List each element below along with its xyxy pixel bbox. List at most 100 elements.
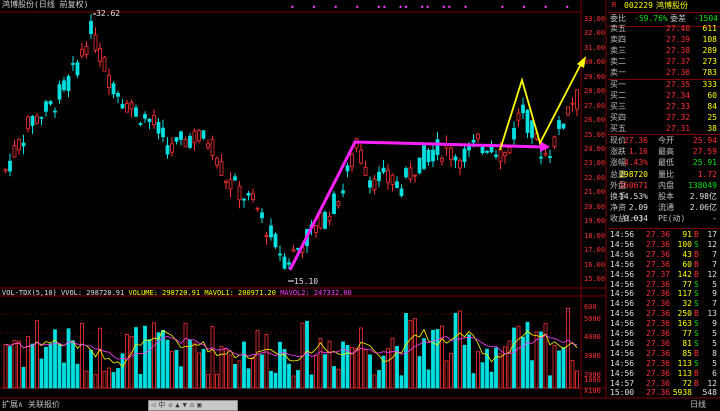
candle: [453, 154, 458, 169]
tick-side: S: [694, 338, 699, 348]
stat-value: 160671: [619, 180, 648, 190]
tick-side: S: [694, 279, 699, 289]
ask-row[interactable]: 卖五 27.40 611: [608, 24, 720, 35]
tick-row[interactable]: 14:56 27.36 85 B 8: [608, 349, 720, 359]
volume-bar: [570, 360, 575, 389]
bid-row[interactable]: 买二 27.34 60: [608, 91, 720, 102]
volume-bar: [170, 351, 174, 389]
tick-price: 27.36: [646, 289, 671, 299]
tick-row[interactable]: 14:56 27.36 32 S 7: [608, 299, 720, 309]
volume-bar: [386, 348, 390, 389]
volume-bar: [354, 347, 359, 389]
bid-label: 买四: [610, 113, 626, 122]
expand-button[interactable]: 扩展∧: [2, 400, 23, 409]
volume-bar: [395, 346, 399, 389]
candle: [530, 120, 534, 145]
bid-row[interactable]: 买四 27.32 25: [608, 113, 720, 124]
high-price-label: 32.62: [96, 9, 121, 18]
volume-bar: [206, 374, 210, 389]
tick-volume: 117: [677, 289, 692, 299]
ask-row[interactable]: 卖一 27.36 783: [608, 68, 720, 79]
tick-row[interactable]: 14:56 27.36 113 B 6: [608, 369, 720, 379]
candle: [458, 158, 462, 176]
candle: [80, 42, 84, 59]
volume-indicator-header: VOL-TDX(5,10) VVOL: 298720.91 VOLUME: 29…: [2, 290, 352, 297]
price-axis-tick: 27.00: [584, 101, 606, 110]
tick-row[interactable]: 14:56 27.36 60 B 7: [608, 260, 720, 270]
stat-label: 最低: [658, 158, 674, 168]
volume-bar: [80, 322, 84, 389]
candle: [152, 109, 156, 129]
tick-row[interactable]: 15:00 27.36 5938 548: [608, 388, 720, 398]
stat-label: 涨幅: [610, 158, 626, 168]
tick-row[interactable]: 14:56 27.36 77 S 5: [608, 329, 720, 339]
stat-label: PE(动): [658, 214, 686, 224]
volume-bar: [143, 325, 147, 389]
tick-side: B: [694, 309, 699, 319]
price-axis-tick: 32.00: [584, 29, 606, 38]
tick-time: 14:56: [610, 329, 635, 338]
tick-price: 27.36: [646, 230, 671, 239]
price-axis-tick: 25.00: [584, 130, 606, 139]
volume-bar: [183, 322, 188, 389]
candle: [462, 145, 467, 168]
ask-row[interactable]: 卖三 27.38 289: [608, 46, 720, 57]
volume-bar: [318, 338, 323, 389]
candle: [336, 200, 341, 209]
volume-bar: [530, 360, 534, 389]
volume-bar: [431, 329, 435, 389]
ask-label: 卖三: [610, 46, 626, 55]
price-axis-tick: 30.00: [584, 58, 606, 67]
price-axis-tick: 28.00: [584, 87, 606, 96]
tick-row[interactable]: 14:56 27.36 100 S 12: [608, 240, 720, 250]
tick-row[interactable]: 14:56 27.37 142 B 12: [608, 270, 720, 280]
volume-bar: [174, 349, 179, 389]
candle: [363, 160, 368, 176]
candle: [417, 157, 422, 175]
tick-row[interactable]: 14:57 27.36 72 B 12: [608, 379, 720, 389]
tick-row[interactable]: 14:56 27.36 250 B 13: [608, 309, 720, 319]
tick-row[interactable]: 14:56 27.36 77 S 5: [608, 280, 720, 290]
period-tab-daily[interactable]: 日线: [690, 400, 706, 409]
candle: [192, 128, 197, 151]
candle: [107, 68, 111, 95]
tick-time: 15:00: [610, 388, 635, 398]
volume-bar: [390, 337, 395, 389]
price-axis-tick: 29.00: [584, 72, 606, 81]
signal-markers-3: • • • •: [500, 3, 576, 12]
ask-row[interactable]: 卖二 27.37 273: [608, 57, 720, 68]
ask-row[interactable]: 卖四 27.39 108: [608, 35, 720, 46]
candle: [134, 104, 138, 117]
tick-row[interactable]: 14:56 27.36 117 S 9: [608, 289, 720, 299]
tick-time: 14:56: [610, 309, 635, 319]
candle: [219, 154, 224, 176]
tick-row[interactable]: 14:56 27.36 91 B 17: [608, 230, 720, 240]
bid-row[interactable]: 买五 27.31 38: [608, 124, 720, 135]
tick-count: 7: [712, 259, 717, 269]
order-ratio-row: 委比 -59.76% 委差 -1504: [608, 12, 720, 27]
tick-time: 14:56: [610, 348, 635, 358]
tick-volume: 100: [677, 239, 692, 249]
volume-bar: [363, 349, 368, 389]
bid-row[interactable]: 买一 27.35 333: [608, 80, 720, 91]
tick-price: 27.37: [646, 269, 671, 279]
candle: [143, 111, 147, 123]
tick-row[interactable]: 14:56 27.36 81 S 5: [608, 339, 720, 349]
tick-row[interactable]: 14:56 27.36 43 B 7: [608, 250, 720, 260]
stock-name: 鸿博股份: [656, 1, 688, 10]
stock-code: 002229: [624, 1, 653, 10]
bid-label: 买二: [610, 91, 626, 100]
stat-row: 涨跌 1.16 最高 27.59: [608, 147, 720, 158]
volume-bar: [368, 354, 372, 389]
volume-bar: [93, 374, 98, 389]
mavol2-line: [5, 334, 578, 360]
linked-quote-tab[interactable]: 关联报价: [28, 400, 60, 409]
tick-row[interactable]: 14:56 27.36 163 S 9: [608, 319, 720, 329]
tick-row[interactable]: 14:56 27.36 113 S 5: [608, 359, 720, 369]
volume-bar: [404, 312, 408, 389]
toolbar-widget[interactable]: ◁中◇▲▼⌂▣: [148, 400, 238, 411]
candle: [125, 99, 129, 113]
bid-row[interactable]: 买三 27.33 84: [608, 102, 720, 113]
